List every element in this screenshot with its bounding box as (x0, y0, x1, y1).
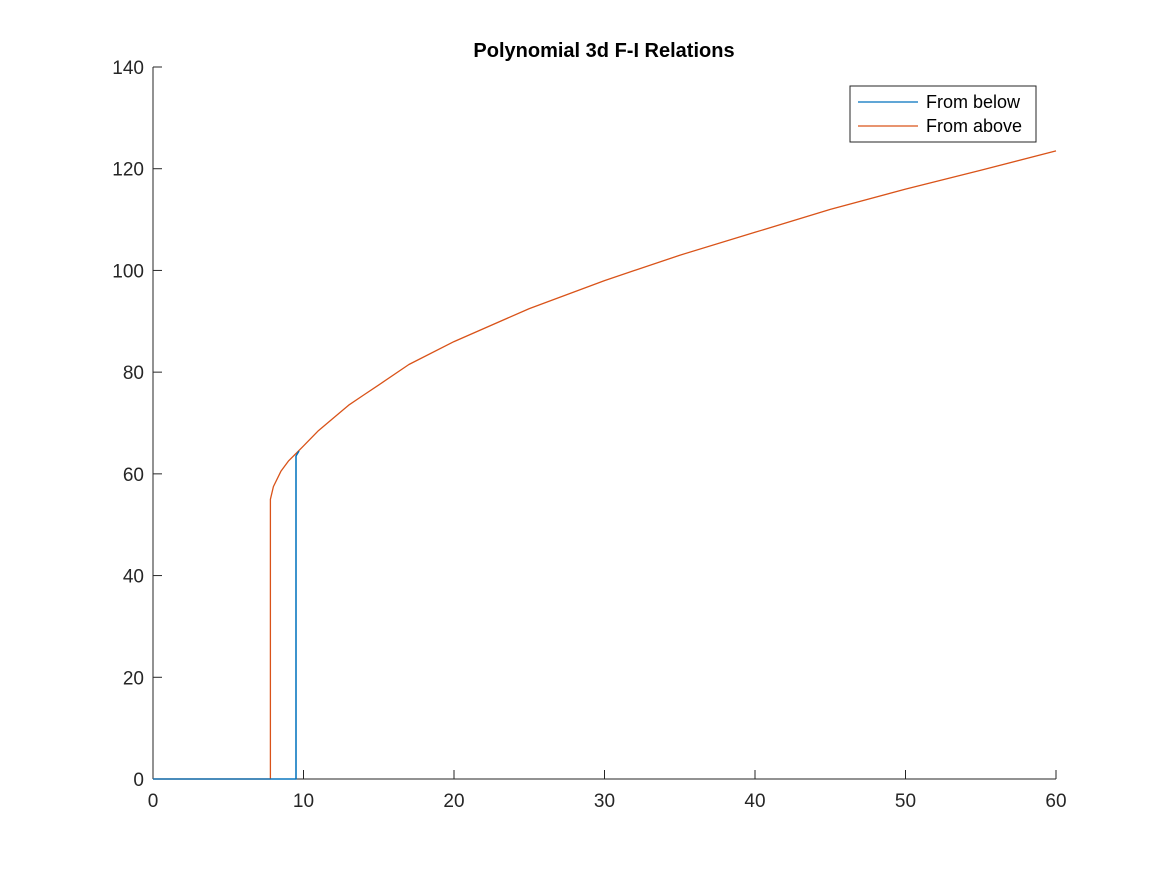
y-tick-label: 20 (123, 668, 144, 689)
x-tick-label: 40 (744, 791, 765, 812)
series-line-from-below-overlay (153, 450, 300, 780)
x-tick-label: 0 (148, 791, 159, 812)
x-tick-label: 60 (1045, 791, 1066, 812)
x-tick-label: 20 (443, 791, 464, 812)
x-tick-label: 50 (895, 791, 916, 812)
legend: From below From above (849, 85, 1037, 143)
y-tick-label: 0 (133, 770, 144, 791)
series-layer (153, 150, 1057, 780)
x-tick-label: 10 (293, 791, 314, 812)
legend-box (849, 85, 1037, 143)
y-tick-label: 40 (123, 567, 144, 588)
y-tick-label: 120 (112, 160, 144, 181)
y-tick-label: 140 (112, 58, 144, 79)
series-line-from-above (153, 150, 1057, 780)
y-tick-label: 60 (123, 465, 144, 486)
legend-label: From below (926, 92, 1021, 112)
x-tick-label: 30 (594, 791, 615, 812)
chart-title: Polynomial 3d F-I Relations (473, 40, 734, 62)
y-tick-label: 80 (123, 363, 144, 384)
y-tick-label: 100 (112, 261, 144, 282)
legend-label: From above (926, 116, 1022, 136)
